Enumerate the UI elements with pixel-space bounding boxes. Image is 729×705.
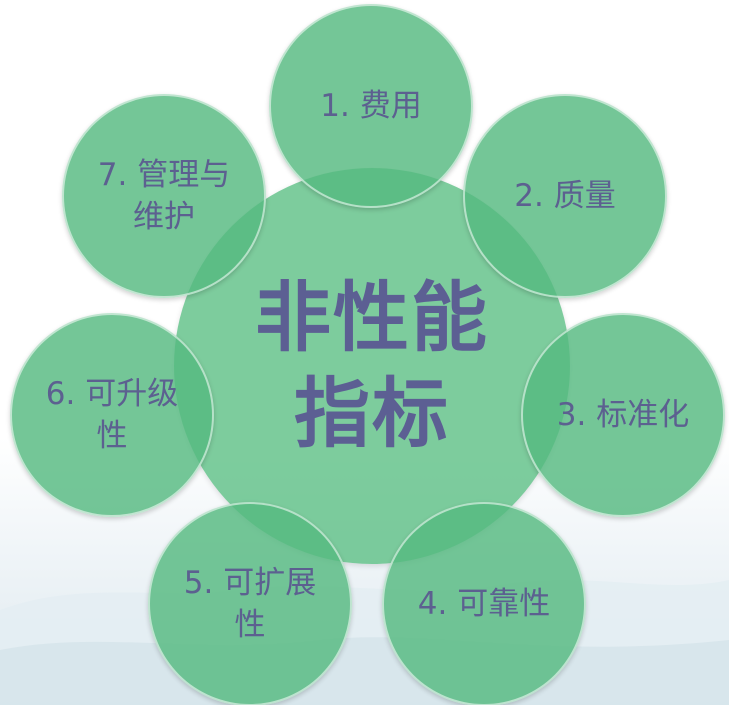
node-label-2: 2. 质量 <box>514 178 616 214</box>
node-circle-7: 7. 管理与维护 <box>62 94 266 298</box>
node-circle-2: 2. 质量 <box>463 94 667 298</box>
node-label-6: 6. 可升级性 <box>45 376 179 454</box>
node-circle-5: 5. 可扩展性 <box>148 502 352 705</box>
center-label: 非性能指标 <box>255 273 489 458</box>
node-label-4: 4. 可靠性 <box>417 586 551 622</box>
node-circle-1: 1. 费用 <box>269 4 473 208</box>
node-label-5: 5. 可扩展性 <box>183 565 317 643</box>
node-label-3: 3. 标准化 <box>556 397 690 433</box>
node-label-1: 1. 费用 <box>320 88 422 124</box>
node-circle-6: 6. 可升级性 <box>10 313 214 517</box>
node-label-7: 7. 管理与维护 <box>97 157 231 235</box>
node-circle-3: 3. 标准化 <box>521 313 725 517</box>
node-circle-4: 4. 可靠性 <box>382 502 586 705</box>
